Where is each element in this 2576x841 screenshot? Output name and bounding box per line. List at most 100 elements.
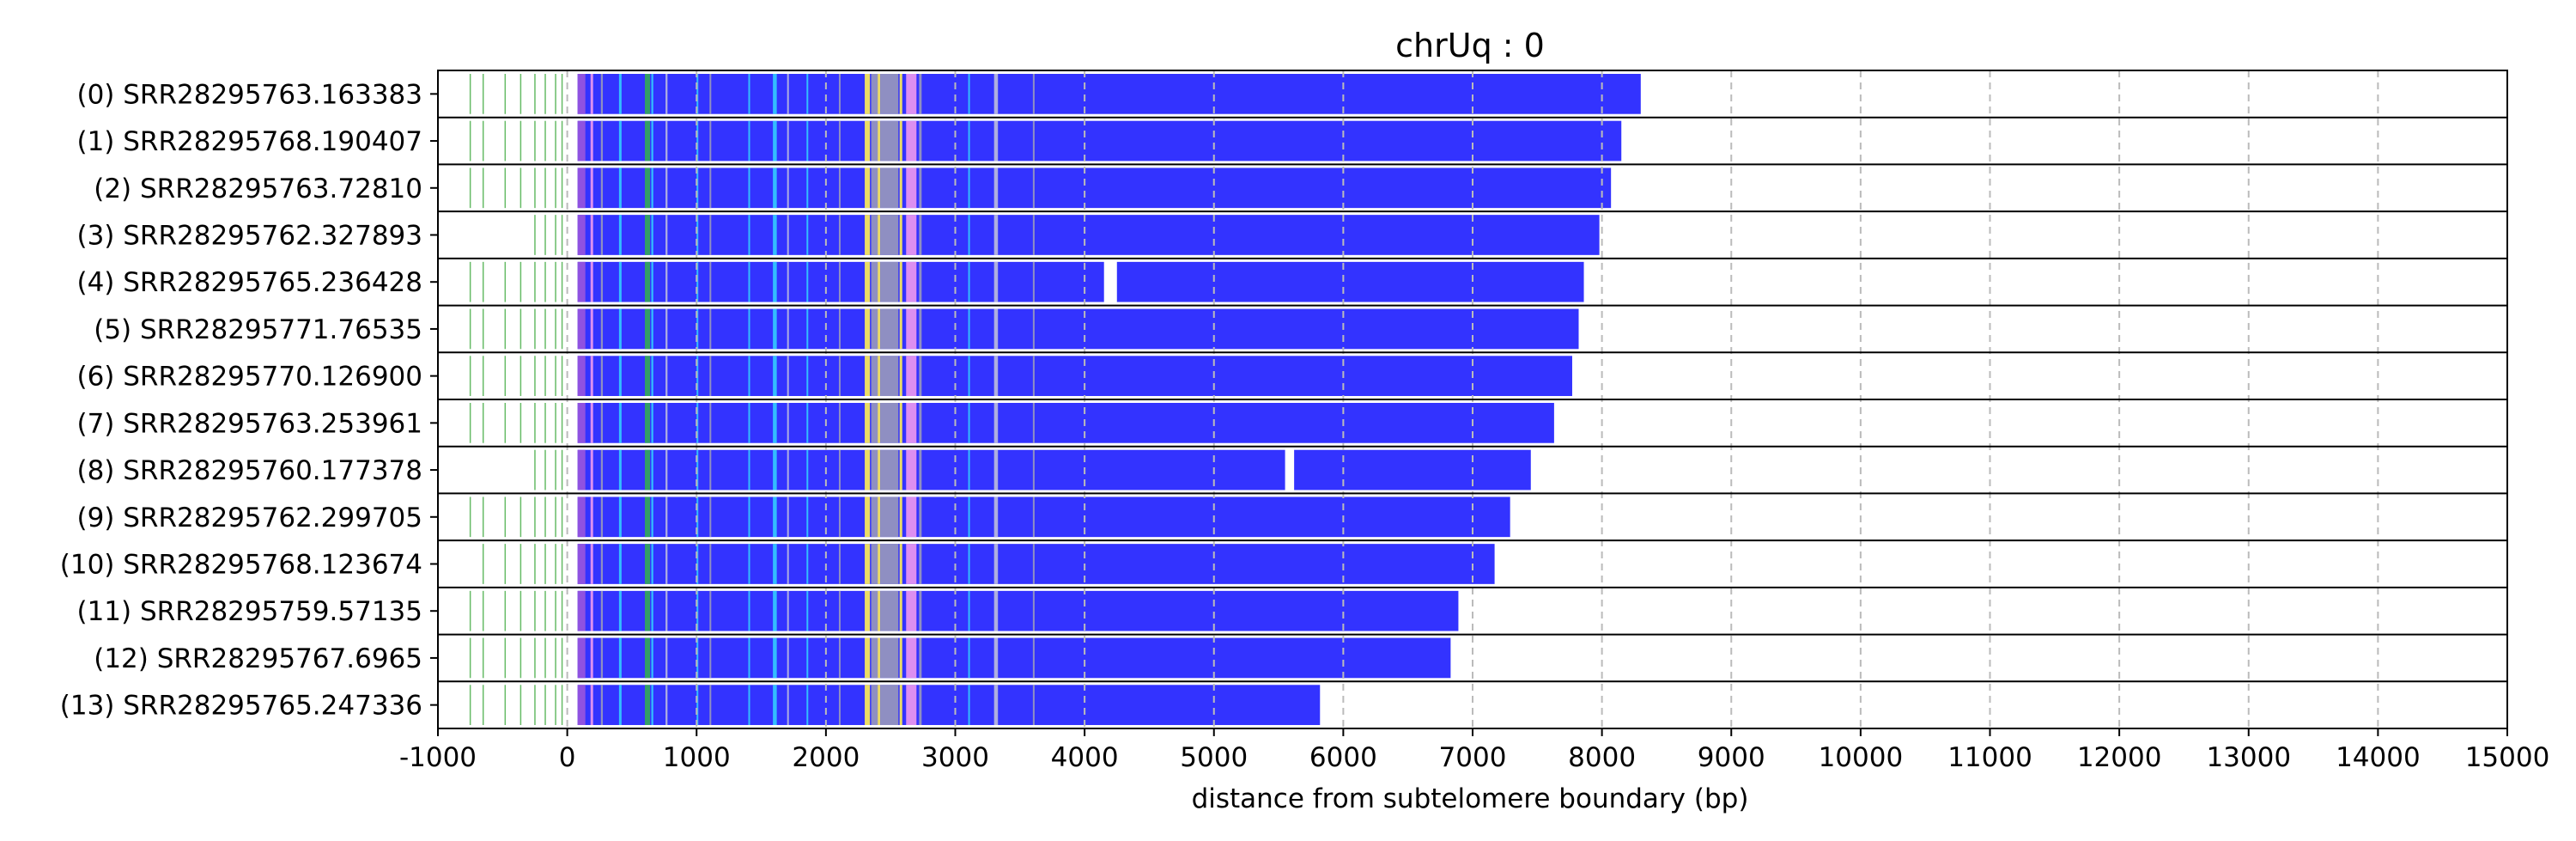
- variant-band: [651, 637, 653, 679]
- x-tick-label: 5000: [1180, 742, 1248, 773]
- variant-band: [838, 403, 841, 443]
- variant-band: [968, 215, 970, 255]
- read-label: (3) SRR28295762.327893: [76, 221, 422, 252]
- variant-band: [709, 120, 712, 161]
- variant-band: [709, 356, 712, 396]
- variant-band: [865, 497, 871, 538]
- variant-band: [878, 261, 881, 302]
- variant-band: [665, 356, 668, 396]
- variant-band: [773, 403, 777, 443]
- x-tick-label: 7000: [1439, 742, 1507, 773]
- variant-band: [618, 261, 622, 302]
- variant-band: [993, 544, 999, 584]
- variant-band: [665, 261, 668, 302]
- variant-band: [787, 497, 789, 538]
- variant-band: [968, 356, 970, 396]
- read-bar: [577, 637, 1451, 679]
- variant-band: [806, 590, 809, 631]
- variant-band: [590, 168, 593, 209]
- variant-band: [968, 120, 970, 161]
- variant-band: [773, 168, 777, 209]
- variant-band: [773, 544, 777, 584]
- variant-band: [880, 590, 899, 631]
- variant-band: [651, 356, 653, 396]
- variant-band: [871, 215, 878, 255]
- read-label: (6) SRR28295770.126900: [76, 362, 422, 393]
- variant-band: [645, 590, 651, 631]
- variant-band: [600, 215, 604, 255]
- variant-band: [968, 637, 970, 679]
- variant-band: [865, 449, 871, 491]
- variant-band: [577, 308, 586, 350]
- xaxis-layer: -1000 0 1000 2000 3000 4000 5000 6000 7000 8000 90…: [399, 728, 2549, 773]
- variant-band: [665, 308, 668, 350]
- x-tick-label: -1000: [399, 742, 477, 773]
- variant-band: [748, 356, 750, 396]
- variant-band: [1032, 120, 1035, 161]
- variant-band: [968, 308, 970, 350]
- variant-band: [899, 544, 902, 584]
- read-label: (10) SRR28295768.123674: [60, 550, 422, 581]
- x-tick-label: 10000: [1819, 742, 1904, 773]
- variant-band: [906, 215, 917, 255]
- variant-band: [899, 403, 902, 443]
- variant-band: [709, 497, 712, 538]
- variant-band: [748, 497, 750, 538]
- variant-band: [838, 685, 841, 725]
- variant-band: [880, 637, 899, 679]
- variant-band: [993, 120, 999, 161]
- variant-band: [838, 449, 841, 491]
- variant-band: [906, 403, 917, 443]
- variant-band: [600, 308, 604, 350]
- variant-band: [590, 308, 593, 350]
- variant-band: [748, 261, 750, 302]
- read-bar: [577, 308, 1579, 350]
- variant-band: [709, 449, 712, 491]
- variant-band: [577, 215, 586, 255]
- x-tick-label: 8000: [1568, 742, 1636, 773]
- variant-band: [773, 120, 777, 161]
- x-tick-label: 0: [559, 742, 576, 773]
- variant-band: [899, 637, 902, 679]
- variant-band: [665, 74, 668, 114]
- variant-band: [906, 261, 917, 302]
- variant-band: [878, 356, 881, 396]
- variant-band: [748, 308, 750, 350]
- variant-band: [880, 544, 899, 584]
- variant-band: [773, 74, 777, 114]
- variant-band: [865, 308, 871, 350]
- x-tick-label: 4000: [1051, 742, 1119, 773]
- variant-band: [993, 261, 999, 302]
- variant-band: [665, 168, 668, 209]
- variant-band: [787, 590, 789, 631]
- variant-band: [968, 544, 970, 584]
- variant-band: [773, 590, 777, 631]
- variant-band: [919, 403, 922, 443]
- read-bar: [577, 685, 1321, 725]
- variant-band: [665, 449, 668, 491]
- variant-band: [645, 74, 651, 114]
- variant-band: [590, 403, 593, 443]
- variant-band: [993, 74, 999, 114]
- read-row: [469, 261, 1584, 302]
- variant-band: [665, 544, 668, 584]
- variant-band: [665, 215, 668, 255]
- variant-band: [919, 308, 922, 350]
- x-tick-label: 1000: [663, 742, 731, 773]
- read-bar: [577, 261, 1104, 302]
- variant-band: [838, 590, 841, 631]
- variant-band: [968, 685, 970, 725]
- variant-band: [665, 685, 668, 725]
- variant-band: [838, 120, 841, 161]
- variant-band: [878, 120, 881, 161]
- variant-band: [651, 215, 653, 255]
- read-row: [469, 120, 1622, 161]
- read-bar: [577, 356, 1572, 396]
- variant-band: [787, 215, 789, 255]
- variant-band: [600, 403, 604, 443]
- variant-band: [787, 356, 789, 396]
- variant-band: [878, 544, 881, 584]
- x-tick-label: 11000: [1947, 742, 2032, 773]
- variant-band: [806, 120, 809, 161]
- variant-band: [871, 356, 878, 396]
